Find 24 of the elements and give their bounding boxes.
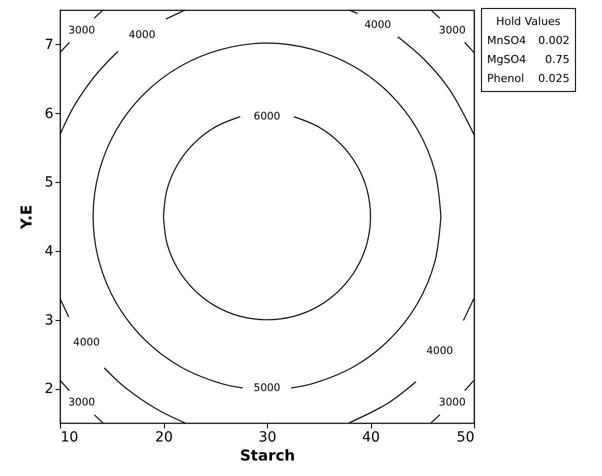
series-label: 6000 <box>254 110 280 123</box>
series-label: 3000 <box>68 396 96 409</box>
x-tick-label: 50 <box>456 430 474 446</box>
series-label: 5000 <box>254 382 280 394</box>
x-axis-title: Starch <box>240 446 296 464</box>
y-tick-label: 5 <box>44 174 54 191</box>
series-label: 4000 <box>128 29 156 42</box>
y-tick-label: 7 <box>44 36 54 53</box>
text-box: Hold Values MnSO4 0.002 MgSO4 0.75 Phenol 0.025 <box>481 8 576 92</box>
series-label: 3000 <box>68 24 96 36</box>
series-label: 3000 <box>438 24 466 36</box>
x-tick-label: 10 <box>60 430 78 446</box>
y-axis-title: Y.E <box>18 204 36 230</box>
y-tick-label: 2 <box>44 381 54 398</box>
x-tick-label: 20 <box>155 430 173 446</box>
y-tick-label: 3 <box>44 312 54 328</box>
x-tick-label: 40 <box>362 430 380 446</box>
y-tick-label: 4 <box>44 243 54 260</box>
x-tick-label: 30 <box>258 430 276 446</box>
series-label: 4000 <box>73 336 100 348</box>
series-label: 3000 <box>438 396 466 409</box>
text: 4000 <box>426 345 454 358</box>
series-label: 4000 <box>364 19 392 32</box>
y-tick-label: 6 <box>44 106 54 122</box>
